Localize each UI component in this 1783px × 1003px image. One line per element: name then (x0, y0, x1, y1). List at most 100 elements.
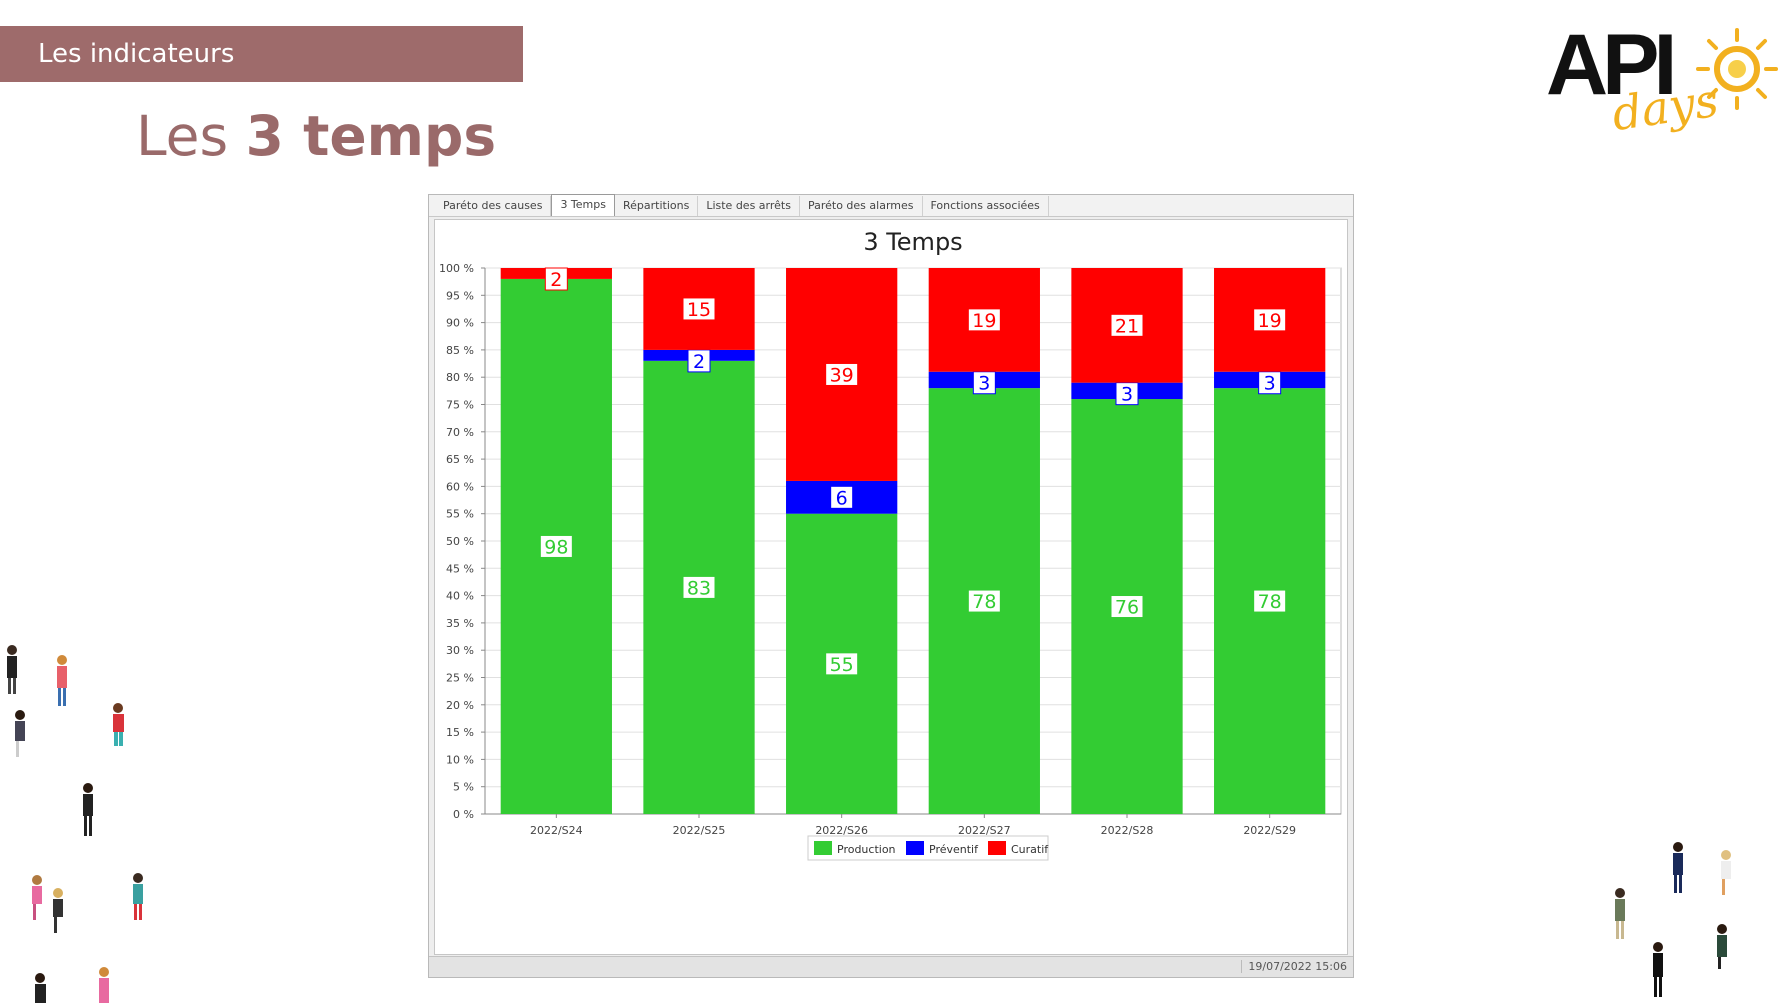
data-label-box (1253, 589, 1287, 613)
logo-api-text: API (1546, 17, 1677, 113)
legend-label: Production (837, 843, 896, 856)
data-label: 19 (972, 310, 996, 332)
data-label-box (967, 308, 1001, 332)
chart-title: 3 Temps (863, 228, 962, 256)
legend-swatch (814, 841, 832, 855)
legend-label: Curatif (1011, 843, 1049, 856)
person-icon (1721, 850, 1731, 895)
y-tick-label: 60 % (446, 480, 474, 493)
person-icon (83, 783, 93, 836)
legend-box (807, 835, 1049, 861)
crowd-illustration-left (7, 645, 143, 1003)
slide-title: Les 3 temps (136, 104, 496, 168)
data-label: 39 (830, 364, 854, 386)
person-icon (1653, 942, 1663, 997)
data-label-box (825, 362, 859, 386)
y-tick-label: 25 % (446, 672, 474, 685)
chart-panel: 3 Temps 0 % 5 % 10 % 15 % 20 % 25 % 30 % 35 % 40 … (434, 219, 1348, 955)
data-label-box (682, 575, 716, 599)
person-icon (53, 888, 63, 933)
data-label: 3 (1121, 384, 1133, 406)
x-tick-label: 2022/S27 (958, 824, 1011, 837)
data-label-box (825, 652, 859, 676)
x-tick-label: 2022/S28 (1101, 824, 1154, 837)
x-tick-label: 2022/S26 (815, 824, 868, 837)
status-bar: 19/07/2022 15:06 (429, 956, 1353, 977)
x-tick-label: 2022/S29 (1243, 824, 1296, 837)
slide-title-bold: 3 temps (245, 104, 497, 168)
data-label: 3 (978, 373, 990, 395)
y-tick-label: 15 % (446, 726, 474, 739)
tab-5[interactable]: Fonctions associées (923, 196, 1049, 216)
data-label: 78 (972, 591, 996, 613)
data-label-box (1110, 313, 1144, 337)
data-label-box (830, 485, 854, 509)
person-icon (133, 873, 143, 920)
person-icon (15, 710, 25, 757)
section-header-label: Les indicateurs (38, 39, 235, 69)
y-tick-label: 40 % (446, 590, 474, 603)
person-icon (57, 655, 67, 706)
data-label: 19 (1258, 310, 1282, 332)
y-tick-label: 95 % (446, 289, 474, 302)
x-tick-label: 2022/S25 (673, 824, 726, 837)
y-tick-label: 5 % (453, 781, 474, 794)
y-tick-label: 0 % (453, 808, 474, 821)
person-icon (32, 875, 42, 920)
data-label: 2 (550, 269, 562, 291)
app-window: Paréto des causes 3 Temps Répartitions List… (428, 194, 1354, 978)
y-tick-label: 30 % (446, 644, 474, 657)
tab-bar: Paréto des causes 3 Temps Répartitions List… (429, 194, 1353, 217)
y-tick-label: 65 % (446, 453, 474, 466)
y-tick-label: 45 % (446, 562, 474, 575)
data-label-box (967, 589, 1001, 613)
legend-swatch (988, 841, 1006, 855)
y-tick-label: 35 % (446, 617, 474, 630)
data-label: 2 (693, 351, 705, 373)
data-label-box (539, 534, 573, 558)
y-tick-label: 50 % (446, 535, 474, 548)
y-tick-label: 90 % (446, 317, 474, 330)
y-tick-label: 80 % (446, 371, 474, 384)
data-label-box (972, 371, 996, 395)
tab-2[interactable]: Répartitions (615, 196, 699, 216)
data-label: 76 (1115, 597, 1139, 619)
y-tick-label: 85 % (446, 344, 474, 357)
person-icon (7, 645, 17, 694)
legend-swatch (906, 841, 924, 855)
person-icon (1673, 842, 1683, 893)
person-icon (99, 967, 109, 1003)
data-label-box (544, 267, 568, 291)
api-days-logo: API days (1540, 10, 1780, 150)
data-label: 21 (1115, 315, 1139, 337)
data-label: 3 (1264, 373, 1276, 395)
y-tick-label: 100 % (439, 262, 474, 275)
y-tick-label: 75 % (446, 399, 474, 412)
data-label-box (1110, 595, 1144, 619)
data-label-box (1253, 308, 1287, 332)
legend-label: Préventif (929, 843, 979, 856)
tab-0[interactable]: Paréto des causes (435, 196, 552, 216)
x-tick-label: 2022/S24 (530, 824, 583, 837)
slide-title-regular: Les (136, 104, 246, 168)
tab-4[interactable]: Paréto des alarmes (800, 196, 923, 216)
data-label: 78 (1258, 591, 1282, 613)
y-tick-label: 70 % (446, 426, 474, 439)
person-icon (113, 703, 124, 746)
stacked-bar-chart: 3 Temps 0 % 5 % 10 % 15 % 20 % 25 % 30 % 35 % 40 … (439, 228, 1342, 861)
y-tick-label: 10 % (446, 753, 474, 766)
person-icon (35, 973, 46, 1003)
data-label-box (682, 297, 716, 321)
crowd-illustration-right (1615, 842, 1731, 997)
data-label: 15 (687, 299, 711, 321)
tab-1[interactable]: 3 Temps (551, 194, 615, 216)
tab-3[interactable]: Liste des arrêts (698, 196, 800, 216)
y-tick-label: 55 % (446, 508, 474, 521)
data-label: 55 (830, 654, 854, 676)
data-label: 6 (836, 487, 848, 509)
person-icon (1717, 924, 1727, 969)
status-timestamp: 19/07/2022 15:06 (1241, 960, 1347, 973)
sun-icon (1696, 28, 1778, 110)
data-label: 83 (687, 577, 711, 599)
section-header-band: Les indicateurs (0, 26, 523, 82)
